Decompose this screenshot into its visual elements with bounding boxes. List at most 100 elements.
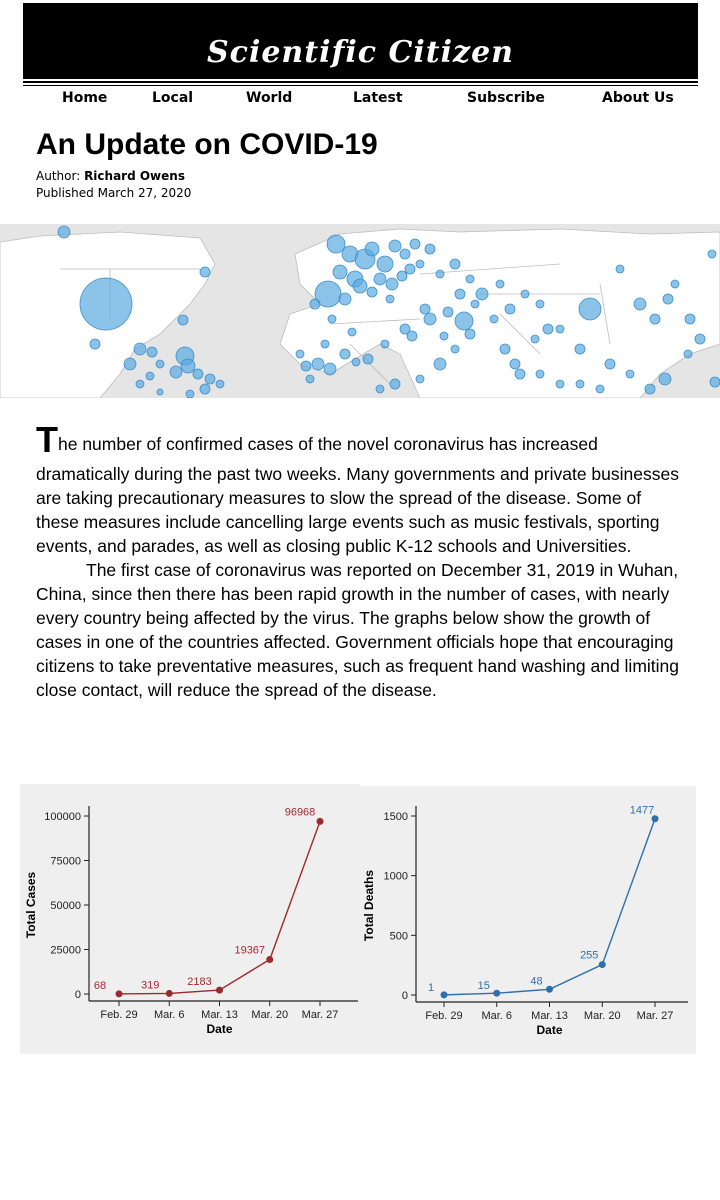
x-tick-label: Feb. 29	[425, 1010, 462, 1022]
case-bubble-57	[311, 357, 325, 371]
case-bubble-53	[362, 353, 374, 365]
data-point[interactable]	[651, 815, 659, 823]
x-tick-label: Mar. 6	[481, 1010, 512, 1022]
data-label: 15	[478, 980, 490, 992]
case-bubble-94	[709, 376, 720, 388]
chart-panel: 0 25000 50000 75000 100000 Feb. 29 Mar. 6 Mar. …	[20, 782, 700, 1054]
case-bubble-25	[388, 239, 402, 253]
nav-subscribe[interactable]: Subscribe	[467, 90, 545, 106]
charts-svg: 0 25000 50000 75000 100000 Feb. 29 Mar. 6 Mar. …	[24, 805, 688, 1037]
case-bubble-28	[373, 272, 387, 286]
data-point[interactable]	[493, 989, 501, 997]
case-bubble-76	[530, 334, 540, 344]
y-axis-title: Total Deaths	[362, 870, 376, 941]
case-bubble-5	[133, 342, 147, 356]
case-bubble-35	[385, 277, 399, 291]
data-point[interactable]	[440, 991, 448, 999]
data-point[interactable]	[316, 817, 324, 825]
case-bubble-97	[520, 289, 530, 299]
data-point[interactable]	[216, 986, 223, 994]
data-point[interactable]	[598, 961, 606, 969]
case-bubble-46	[454, 311, 474, 331]
case-bubble-91	[555, 379, 565, 389]
author-name[interactable]: Richard Owens	[84, 169, 185, 183]
data-label: 96968	[285, 806, 316, 818]
x-axis-title: Date	[206, 1022, 232, 1036]
case-bubble-43	[465, 274, 475, 284]
x-tick-label: Mar. 13	[531, 1010, 568, 1022]
nav-latest[interactable]: Latest	[353, 90, 403, 106]
case-bubble-67	[633, 297, 647, 311]
data-label: 68	[94, 980, 106, 992]
case-bubble-56	[323, 362, 337, 376]
data-label: 255	[580, 950, 598, 962]
case-bubble-92	[575, 379, 585, 389]
case-bubble-70	[670, 279, 680, 289]
site-title[interactable]: Scientific Citizen	[207, 35, 514, 70]
series-line	[443, 818, 656, 996]
case-bubble-96	[707, 249, 717, 259]
y-tick-label: 100000	[44, 811, 81, 823]
eurasia-africa-land	[279, 228, 720, 398]
case-bubble-37	[385, 294, 395, 304]
case-bubble-68	[649, 313, 661, 325]
nav-local[interactable]: Local	[152, 90, 194, 106]
data-point[interactable]	[165, 989, 173, 997]
case-bubble-0	[57, 225, 71, 239]
case-bubble-82	[415, 374, 425, 384]
masthead: Scientific Citizen	[23, 3, 698, 79]
case-bubble-52	[380, 339, 390, 349]
case-bubble-16	[145, 371, 155, 381]
data-label: 1477	[630, 805, 654, 817]
case-bubble-88	[595, 384, 605, 394]
x-tick-label: Mar. 13	[201, 1009, 238, 1021]
y-axis-title: Total Cases	[24, 871, 38, 938]
case-bubble-4	[89, 338, 101, 350]
case-bubble-32	[338, 292, 352, 306]
case-bubble-3	[177, 314, 189, 326]
case-bubble-24	[376, 255, 394, 273]
case-bubble-85	[604, 358, 616, 370]
y-tick-label: 0	[402, 990, 408, 1002]
paragraph-2: The first case of coronavirus was report…	[36, 560, 679, 700]
case-bubble-87	[644, 383, 656, 395]
y-tick-label: 25000	[50, 945, 81, 957]
case-bubble-62	[347, 327, 357, 337]
case-bubble-66	[615, 264, 625, 274]
x-axis-title: Date	[536, 1023, 562, 1037]
data-point[interactable]	[546, 985, 553, 993]
case-bubble-1	[79, 277, 133, 331]
case-bubble-8	[155, 359, 165, 369]
case-bubble-61	[320, 339, 330, 349]
y-tick-label: 0	[75, 989, 81, 1001]
case-bubble-47	[442, 306, 454, 318]
y-tick-label: 50000	[50, 900, 81, 912]
case-bubble-2	[199, 266, 211, 278]
nav-world[interactable]: World	[246, 90, 293, 106]
author-label: Author:	[36, 169, 81, 183]
case-bubble-26	[399, 248, 411, 260]
case-bubble-10	[180, 358, 196, 374]
case-bubble-12	[192, 368, 204, 380]
case-bubble-103	[470, 299, 480, 309]
total-cases-chart: 0 25000 50000 75000 100000 Feb. 29 Mar. 6 Mar. …	[24, 806, 358, 1036]
case-bubble-48	[423, 312, 437, 326]
data-point[interactable]	[115, 990, 123, 998]
nav-about-us[interactable]: About Us	[602, 90, 674, 106]
case-bubble-90	[514, 368, 526, 380]
case-bubble-72	[694, 333, 706, 345]
case-bubble-27	[409, 238, 421, 250]
case-bubble-14	[199, 383, 211, 395]
case-bubble-84	[375, 384, 385, 394]
paragraph-1: The number of confirmed cases of the nov…	[36, 422, 686, 558]
data-label: 19367	[234, 945, 265, 957]
case-bubble-23	[364, 241, 380, 257]
masthead-rule	[23, 81, 698, 83]
case-bubble-80	[450, 344, 460, 354]
case-bubble-83	[389, 378, 401, 390]
nav-home[interactable]: Home	[62, 90, 108, 106]
data-label: 1	[428, 982, 434, 994]
world-map-graphic	[0, 225, 720, 398]
x-tick-label: Mar. 20	[584, 1010, 621, 1022]
data-point[interactable]	[266, 956, 274, 964]
